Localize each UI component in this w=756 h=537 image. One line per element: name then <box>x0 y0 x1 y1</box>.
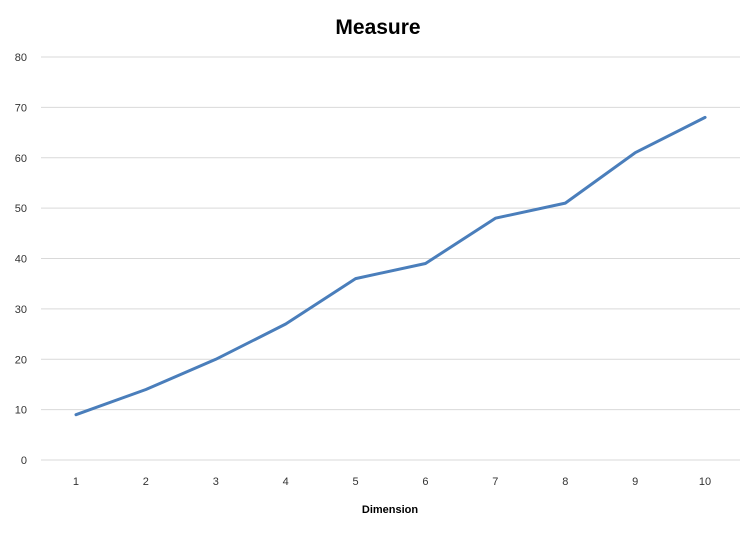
x-axis-title: Dimension <box>362 504 419 516</box>
x-tick-label: 5 <box>352 476 358 488</box>
x-tick-label: 8 <box>562 476 568 488</box>
x-tick-label: 7 <box>492 476 498 488</box>
x-tick-label: 1 <box>73 476 79 488</box>
y-tick-label: 10 <box>15 405 27 417</box>
x-tick-label: 10 <box>699 476 711 488</box>
gridlines <box>41 56 740 461</box>
y-tick-label: 20 <box>15 354 27 366</box>
y-tick-label: 40 <box>15 254 27 266</box>
x-tick-label: 6 <box>422 476 428 488</box>
x-tick-labels: 1 2 3 4 5 6 7 8 9 10 <box>73 476 711 488</box>
x-tick-label: 4 <box>283 476 289 488</box>
series-line-1 <box>74 115 707 417</box>
y-tick-label: 0 <box>21 455 27 467</box>
y-tick-label: 30 <box>15 304 27 316</box>
x-tick-label: 2 <box>143 476 149 488</box>
y-tick-label: 50 <box>15 203 27 215</box>
y-tick-label: 80 <box>15 52 27 64</box>
x-tick-label: 9 <box>632 476 638 488</box>
chart-title: Measure <box>335 16 420 39</box>
y-tick-label: 60 <box>15 153 27 165</box>
series-lines <box>74 115 707 417</box>
y-tick-label: 70 <box>15 102 27 114</box>
y-tick-labels: 0 10 20 30 40 50 60 70 80 <box>15 52 27 467</box>
x-tick-label: 3 <box>213 476 219 488</box>
